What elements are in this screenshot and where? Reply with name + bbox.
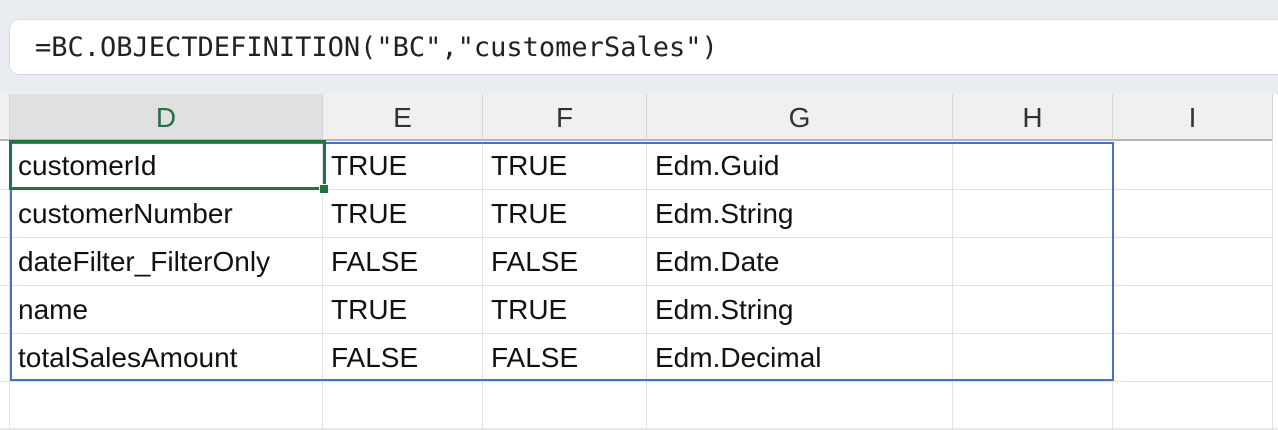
cell-I-6[interactable] (1113, 382, 1273, 430)
formula-bar[interactable]: =BC.OBJECTDEFINITION("BC","customerSales… (9, 19, 1278, 75)
column-header-D[interactable]: D (10, 94, 323, 141)
cell-F-3[interactable]: FALSE (483, 238, 647, 286)
cell-H-3[interactable] (953, 238, 1113, 286)
cell-E-4[interactable]: TRUE (323, 286, 483, 334)
cell-G-4[interactable]: Edm.String (647, 286, 953, 334)
cell-H-4[interactable] (953, 286, 1113, 334)
cell-F-2[interactable]: TRUE (483, 190, 647, 238)
fill-handle[interactable] (319, 184, 329, 194)
column-header-E[interactable]: E (323, 94, 483, 141)
cell-D-1[interactable]: customerId (10, 142, 323, 190)
cell-I-5[interactable] (1113, 334, 1273, 382)
cell-I-2[interactable] (1113, 190, 1273, 238)
row-edge (0, 142, 10, 190)
cell-E-5[interactable]: FALSE (323, 334, 483, 382)
select-all-corner[interactable] (0, 94, 10, 141)
cell-E-3[interactable]: FALSE (323, 238, 483, 286)
column-header-I[interactable]: I (1113, 94, 1273, 141)
cell-I-1[interactable] (1113, 142, 1273, 190)
cell-H-1[interactable] (953, 142, 1113, 190)
cell-D-4[interactable]: name (10, 286, 323, 334)
cell-F-4[interactable]: TRUE (483, 286, 647, 334)
cell-D-6[interactable] (10, 382, 323, 430)
cell-E-1[interactable]: TRUE (323, 142, 483, 190)
column-header-H[interactable]: H (953, 94, 1113, 141)
cell-G-3[interactable]: Edm.Date (647, 238, 953, 286)
cell-D-5[interactable]: totalSalesAmount (10, 334, 323, 382)
row-edge (0, 334, 10, 382)
cell-H-6[interactable] (953, 382, 1113, 430)
cell-F-1[interactable]: TRUE (483, 142, 647, 190)
formula-text[interactable]: =BC.OBJECTDEFINITION("BC","customerSales… (35, 32, 718, 63)
row-edge (0, 286, 10, 334)
cell-G-2[interactable]: Edm.String (647, 190, 953, 238)
cell-D-3[interactable]: dateFilter_FilterOnly (10, 238, 323, 286)
column-header-F[interactable]: F (483, 94, 647, 141)
cell-I-3[interactable] (1113, 238, 1273, 286)
row-edge (0, 190, 10, 238)
row-edge (0, 382, 10, 430)
cell-F-6[interactable] (483, 382, 647, 430)
cell-G-5[interactable]: Edm.Decimal (647, 334, 953, 382)
cell-E-6[interactable] (323, 382, 483, 430)
column-header-G[interactable]: G (647, 94, 953, 141)
cell-F-5[interactable]: FALSE (483, 334, 647, 382)
row-edge (0, 238, 10, 286)
cell-G-1[interactable]: Edm.Guid (647, 142, 953, 190)
cell-H-5[interactable] (953, 334, 1113, 382)
cell-H-2[interactable] (953, 190, 1113, 238)
cell-I-4[interactable] (1113, 286, 1273, 334)
cell-D-2[interactable]: customerNumber (10, 190, 323, 238)
cell-G-6[interactable] (647, 382, 953, 430)
cell-E-2[interactable]: TRUE (323, 190, 483, 238)
